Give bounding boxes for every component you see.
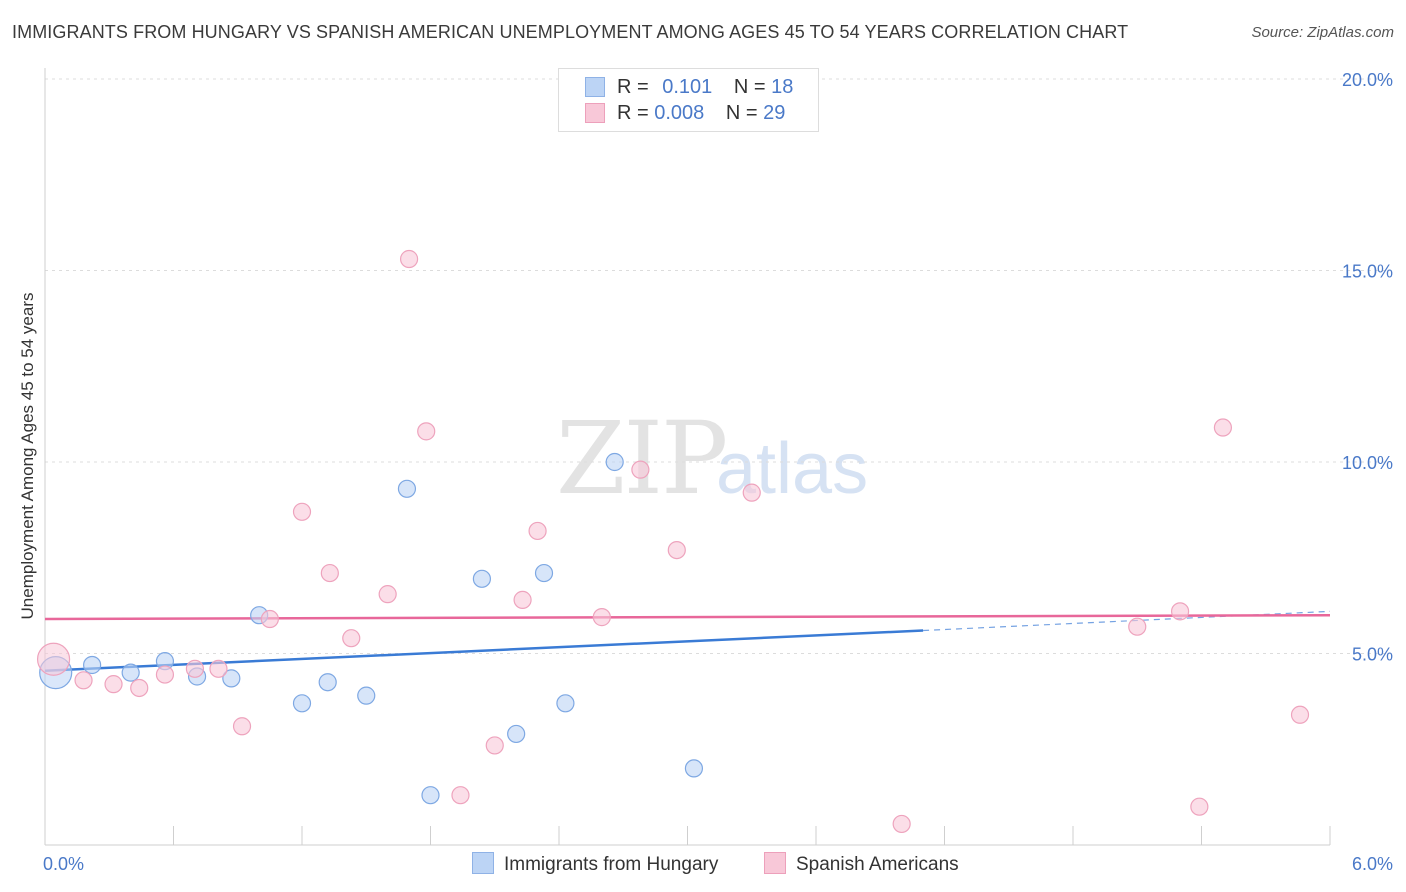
point-spanish — [485, 736, 504, 755]
legend-r-value: 0.008 — [654, 101, 705, 124]
point-hungary — [222, 669, 241, 688]
y-tick-label: 20.0% — [1342, 70, 1393, 90]
trend-line-hungary — [44, 629, 924, 672]
point-spanish — [185, 659, 205, 678]
legend-swatch-blue — [472, 852, 494, 874]
source-label: Source: ZipAtlas.com — [1251, 24, 1394, 41]
legend-swatch-pink — [585, 103, 605, 123]
point-spanish — [417, 422, 436, 441]
trend-line-hungary-extrapolated — [923, 610, 1331, 632]
legend-swatch-blue — [585, 77, 605, 97]
point-spanish — [528, 521, 547, 541]
point-spanish — [631, 460, 650, 479]
point-spanish — [342, 629, 361, 648]
point-spanish — [232, 717, 252, 736]
point-spanish — [378, 585, 397, 604]
legend-n-label: N = — [725, 101, 764, 124]
point-spanish — [513, 590, 532, 609]
x-tick-label: 0.0% — [43, 854, 84, 874]
point-hungary — [472, 569, 491, 588]
point-hungary — [397, 479, 417, 498]
point-hungary — [507, 724, 526, 744]
y-tick-label: 15.0% — [1342, 262, 1393, 282]
point-hungary — [318, 673, 337, 692]
y-tick-label: 10.0% — [1342, 453, 1393, 473]
point-spanish — [260, 609, 279, 629]
point-hungary — [605, 452, 624, 472]
point-spanish — [451, 786, 470, 805]
x-tick-label: 6.0% — [1352, 854, 1393, 874]
point-hungary — [357, 686, 376, 705]
point-hungary — [684, 759, 704, 778]
point-spanish — [1213, 418, 1233, 437]
point-spanish — [209, 659, 228, 678]
point-spanish — [320, 563, 339, 583]
point-spanish — [1190, 797, 1209, 816]
y-tick-label: 5.0% — [1352, 645, 1393, 665]
legend-label-hungary: Immigrants from Hungary — [504, 854, 719, 875]
legend-n-label: N = — [733, 75, 772, 98]
watermark-atlas: atlas — [716, 429, 869, 509]
point-spanish — [1170, 602, 1190, 621]
watermark-zip: ZIP — [556, 400, 728, 517]
point-spanish — [667, 540, 686, 560]
point-spanish — [592, 608, 611, 627]
legend-item-hungary: Immigrants from Hungary — [472, 852, 718, 876]
point-spanish — [130, 678, 149, 698]
point-hungary — [83, 655, 102, 675]
point-spanish — [892, 814, 911, 834]
legend-n-value: 29 — [763, 101, 786, 124]
legend-swatch-pink — [764, 852, 786, 874]
point-spanish — [1290, 705, 1310, 724]
point-hungary — [121, 663, 140, 682]
point-spanish — [1128, 617, 1147, 636]
legend-r-value: 0.101 — [662, 75, 713, 98]
point-hungary — [556, 694, 575, 713]
point-hungary — [292, 694, 312, 713]
point-spanish — [74, 671, 93, 690]
legend-label-spanish: Spanish Americans — [796, 854, 959, 875]
point-spanish — [742, 483, 761, 502]
correlation-legend: R = 0.101 N = 18 R = 0.008 N = 29 — [558, 68, 819, 132]
point-spanish — [399, 249, 419, 269]
legend-r-label: R = — [617, 75, 655, 98]
legend-item-spanish: Spanish Americans — [764, 852, 959, 876]
y-axis-title: Unemployment Among Ages 45 to 54 years — [18, 292, 37, 620]
point-hungary — [534, 563, 554, 583]
point-spanish — [36, 642, 71, 676]
point-hungary — [421, 786, 440, 805]
point-spanish — [104, 675, 123, 694]
point-spanish — [292, 502, 312, 521]
chart-title: IMMIGRANTS FROM HUNGARY VS SPANISH AMERI… — [12, 22, 1129, 42]
point-spanish — [155, 665, 175, 684]
legend-r-label: R = — [617, 101, 655, 124]
legend-n-value: 18 — [771, 75, 794, 98]
